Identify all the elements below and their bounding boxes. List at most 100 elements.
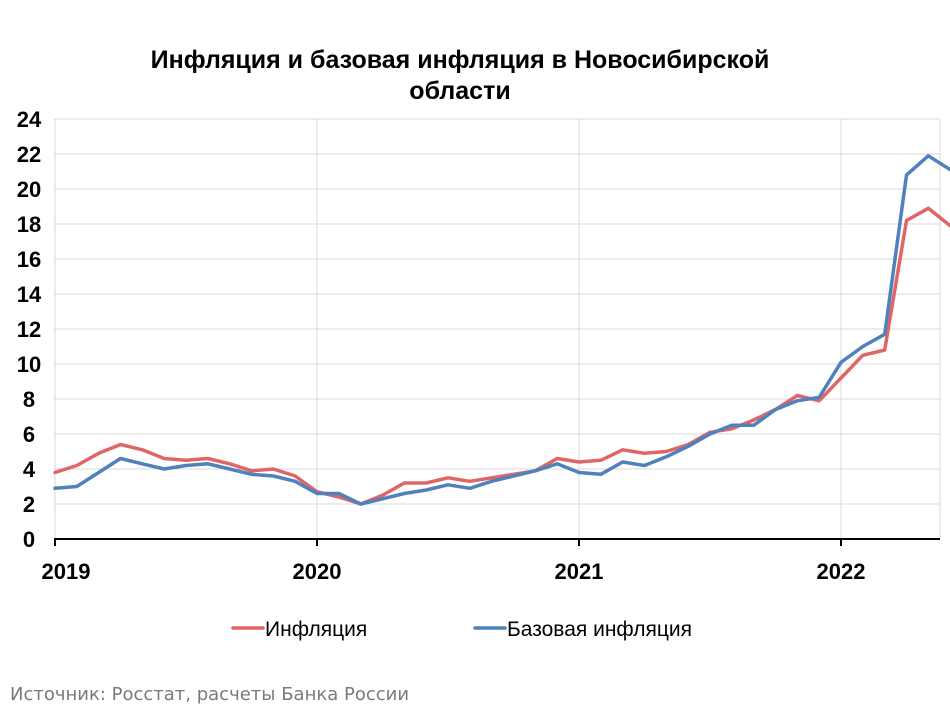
data-point	[840, 361, 842, 364]
data-point	[447, 484, 449, 486]
data-point	[927, 207, 930, 210]
legend-label: Инфляция	[265, 618, 367, 641]
x-axis: 2019 2020 2021 2022	[42, 538, 940, 584]
legend-label: Базовая инфляция	[507, 618, 692, 641]
data-point	[600, 459, 602, 462]
series-inflation	[53, 206, 950, 506]
data-point	[600, 473, 602, 476]
data-point	[338, 492, 340, 495]
data-point	[469, 480, 471, 483]
data-point	[621, 449, 624, 451]
data-point	[927, 155, 930, 157]
grid	[54, 118, 941, 539]
y-tick-label: 24	[17, 107, 42, 132]
chart-title: Инфляция и базовая инфляция в Новосибирс…	[151, 46, 770, 105]
data-point	[338, 496, 340, 498]
data-point	[578, 461, 580, 463]
data-point	[228, 463, 231, 465]
data-point	[665, 456, 668, 458]
data-point	[818, 396, 820, 399]
data-point	[141, 449, 144, 451]
data-point	[840, 377, 842, 379]
data-point	[905, 219, 908, 222]
data-point	[250, 470, 253, 472]
y-tick-label: 0	[23, 527, 35, 552]
data-point	[381, 494, 384, 497]
y-tick-label: 10	[17, 352, 41, 377]
data-point	[97, 471, 100, 474]
data-point	[185, 459, 187, 462]
data-point	[272, 475, 275, 477]
y-tick-label: 6	[23, 422, 35, 447]
data-point	[665, 450, 668, 453]
data-point	[294, 480, 297, 483]
y-tick-label: 14	[17, 282, 42, 307]
chart-title-line-1: Инфляция и базовая инфляция в Новосибирс…	[151, 46, 770, 74]
y-tick-label: 12	[17, 317, 41, 342]
data-point	[490, 480, 493, 483]
data-point	[272, 468, 275, 470]
y-tick-label: 22	[17, 142, 41, 167]
source-note: Источник: Росстат, расчеты Банка России	[10, 684, 410, 705]
legend-item-inflation: Инфляция	[231, 618, 367, 641]
data-point	[403, 482, 406, 484]
data-point	[294, 475, 297, 477]
data-point	[163, 468, 165, 470]
data-point	[447, 477, 449, 479]
x-tick-label: 2019	[42, 559, 91, 584]
data-point	[425, 482, 428, 484]
data-point	[731, 428, 733, 430]
data-point	[469, 487, 471, 490]
data-point	[818, 400, 820, 402]
data-point	[621, 461, 624, 463]
data-point	[556, 463, 558, 465]
data-point	[185, 464, 187, 467]
data-point	[883, 333, 886, 336]
series-line-inflation	[53, 206, 950, 506]
series-line-core-inflation	[53, 154, 950, 506]
data-point	[862, 345, 864, 348]
data-point	[752, 424, 755, 427]
data-point	[883, 349, 886, 351]
series-lines	[53, 154, 950, 506]
data-point	[207, 463, 209, 465]
legend-item-core-inflation: Базовая инфляция	[473, 618, 692, 641]
data-point	[97, 452, 100, 455]
data-point	[163, 457, 165, 460]
data-point	[76, 485, 78, 488]
y-tick-label: 8	[23, 387, 35, 412]
data-point	[578, 471, 580, 474]
data-point	[643, 464, 646, 467]
data-point	[119, 443, 122, 446]
chart-title-line-2: области	[409, 77, 510, 105]
y-tick-label: 16	[17, 247, 41, 272]
data-point	[141, 463, 144, 465]
data-point	[207, 457, 209, 460]
data-point	[862, 354, 864, 357]
data-point	[381, 498, 384, 500]
data-point	[687, 445, 689, 448]
data-point	[119, 457, 122, 460]
data-point	[512, 475, 515, 477]
data-point	[54, 471, 56, 474]
y-tick-label: 18	[17, 212, 41, 237]
data-point	[796, 400, 799, 402]
y-tick-label: 20	[17, 177, 41, 202]
data-point	[54, 487, 56, 490]
data-point	[490, 477, 493, 479]
data-point	[905, 174, 908, 176]
data-point	[752, 419, 755, 421]
data-point	[796, 394, 799, 397]
legend: Инфляция Базовая инфляция	[231, 618, 692, 641]
data-point	[250, 473, 253, 476]
data-point	[76, 464, 78, 467]
y-tick-label: 2	[23, 492, 35, 517]
y-tick-label: 4	[23, 457, 36, 482]
data-point	[731, 424, 733, 427]
series-core-inflation	[53, 154, 950, 506]
data-point	[425, 489, 428, 491]
data-point	[228, 468, 231, 470]
data-point	[643, 452, 646, 455]
